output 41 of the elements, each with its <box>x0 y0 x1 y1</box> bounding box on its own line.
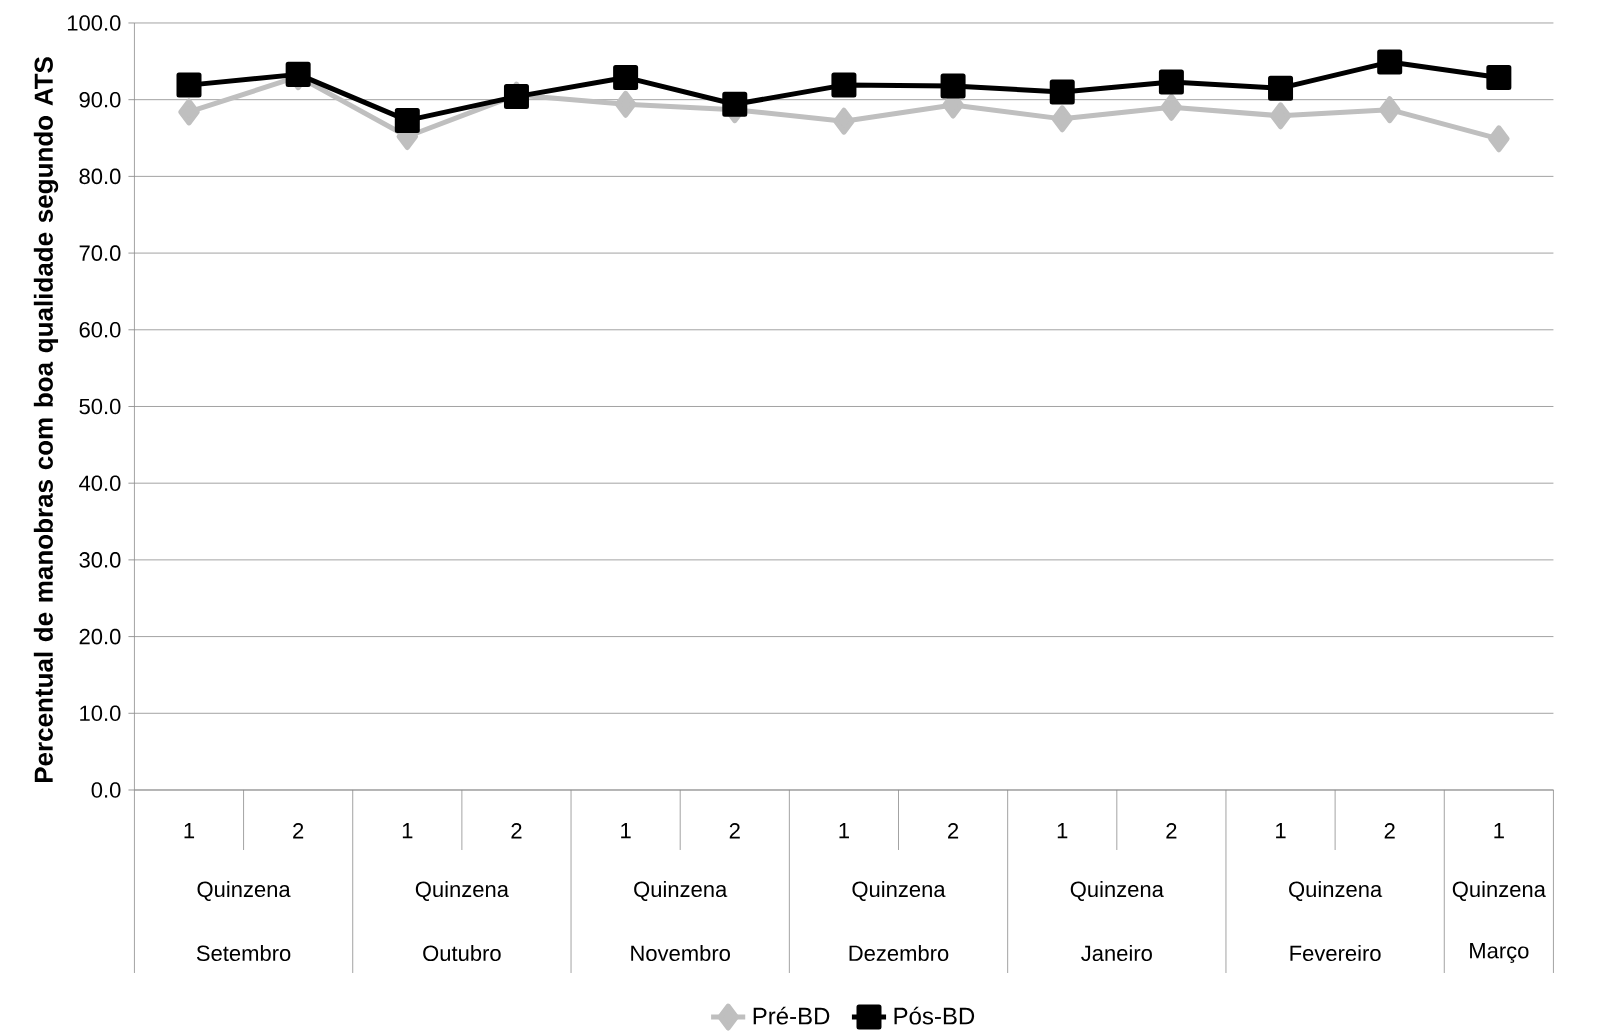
legend-label: Pré-BD <box>753 1006 830 1025</box>
text: Quinzena <box>1289 880 1383 902</box>
x-tick-label: 1 <box>1494 823 1504 839</box>
text: Dezembro <box>849 944 949 962</box>
legend-label: Pós-BD <box>894 1006 975 1025</box>
text: Janeiro <box>1081 944 1152 962</box>
text: Quinzena <box>197 880 291 902</box>
y-tick-label: 10.0 <box>80 705 121 722</box>
x-tick-label: 1 <box>1057 823 1068 839</box>
x-tick-label: 2 <box>1166 823 1177 839</box>
y-tick-label: 90.0 <box>79 91 121 108</box>
x-tick-label: 2 <box>511 823 522 839</box>
text: Quinzena <box>415 880 509 902</box>
y-tick-label: 70.0 <box>79 245 121 261</box>
text: Quinzena <box>852 880 946 902</box>
x-tick-label: 1 <box>402 823 413 839</box>
x-tick-label: 1 <box>1276 823 1286 839</box>
x-tick-label: 2 <box>1384 823 1395 839</box>
text: Quinzena <box>1070 880 1164 902</box>
y-tick-label: 100.0 <box>67 15 121 31</box>
y-tick-label: 80.0 <box>79 168 121 185</box>
text: Fevereiro <box>1290 944 1381 962</box>
text: Outubro <box>423 944 501 962</box>
y-tick-label: 20.0 <box>79 628 121 645</box>
y-tick-label: 30.0 <box>79 552 121 568</box>
y-tick-label: 60.0 <box>79 322 121 338</box>
text: Quinzena <box>1452 880 1546 902</box>
text: Novembro <box>631 944 730 962</box>
y-tick-label: 50.0 <box>79 398 121 415</box>
x-tick-label: 1 <box>184 823 195 839</box>
text: Quinzena <box>634 880 728 902</box>
text: Setembro <box>196 944 291 962</box>
y-axis-title: Percentual de manobras com boa qualidade segundo ATS <box>33 57 59 783</box>
x-tick-label: 1 <box>839 823 849 839</box>
x-tick-label: 2 <box>293 823 304 839</box>
x-tick-label: 1 <box>621 823 631 839</box>
x-tick-label: 2 <box>729 823 740 839</box>
y-tick-label: 40.0 <box>79 475 121 491</box>
y-tick-label: 0.0 <box>91 782 121 798</box>
text: Março <box>1470 943 1529 963</box>
x-tick-label: 2 <box>948 823 959 839</box>
